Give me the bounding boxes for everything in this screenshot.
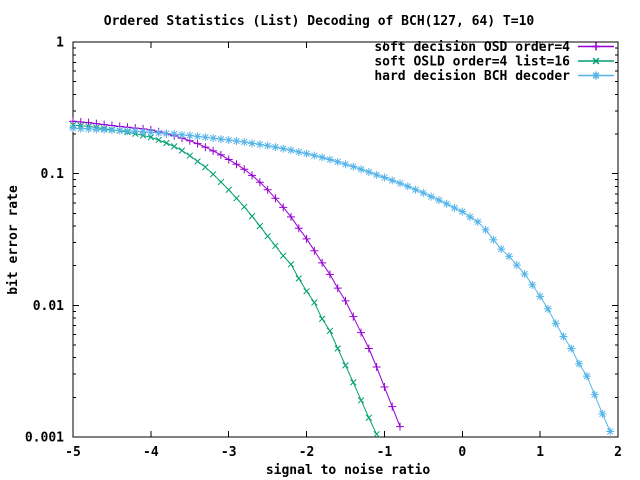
series-line-2 [72, 127, 611, 432]
data-curves [69, 117, 615, 438]
x-tick-label: -5 [65, 445, 81, 460]
x-tick-label: 2 [614, 445, 622, 460]
legend: soft decision OSD order=4 soft OSLD orde… [374, 40, 614, 84]
x-tick-label: -3 [221, 445, 237, 460]
series-line-1 [72, 124, 378, 435]
y-tick-label: 0.1 [41, 167, 65, 182]
legend-label-bch: hard decision BCH decoder [374, 69, 570, 84]
x-tick-label: -2 [299, 445, 315, 460]
legend-marker-2 [592, 71, 600, 80]
legend-label-osd: soft decision OSD order=4 [374, 40, 570, 55]
plot-axes [72, 41, 619, 438]
y-tick-label: 1 [56, 36, 64, 51]
x-axis-title: signal to noise ratio [266, 463, 431, 478]
y-tick-label: 0.01 [33, 299, 64, 314]
y-tick-label: 0.001 [25, 431, 64, 446]
series-markers-2 [69, 124, 615, 436]
x-tick-label: 1 [536, 445, 544, 460]
x-tick-label: -4 [143, 445, 159, 460]
chart-title: Ordered Statistics (List) Decoding of BC… [104, 14, 535, 29]
tick-labels: -5 -4 -3 -2 -1 0 1 2 1 0.1 0.01 0.001 [25, 36, 622, 461]
x-tick-label: 0 [458, 445, 466, 460]
plot-border [72, 41, 619, 438]
x-tick-label: -1 [377, 445, 393, 460]
legend-marker-0 [592, 42, 600, 51]
legend-marker-1 [592, 57, 600, 65]
legend-label-osld: soft OSLD order=4 list=16 [374, 55, 570, 70]
y-axis-title: bit error rate [6, 185, 21, 295]
